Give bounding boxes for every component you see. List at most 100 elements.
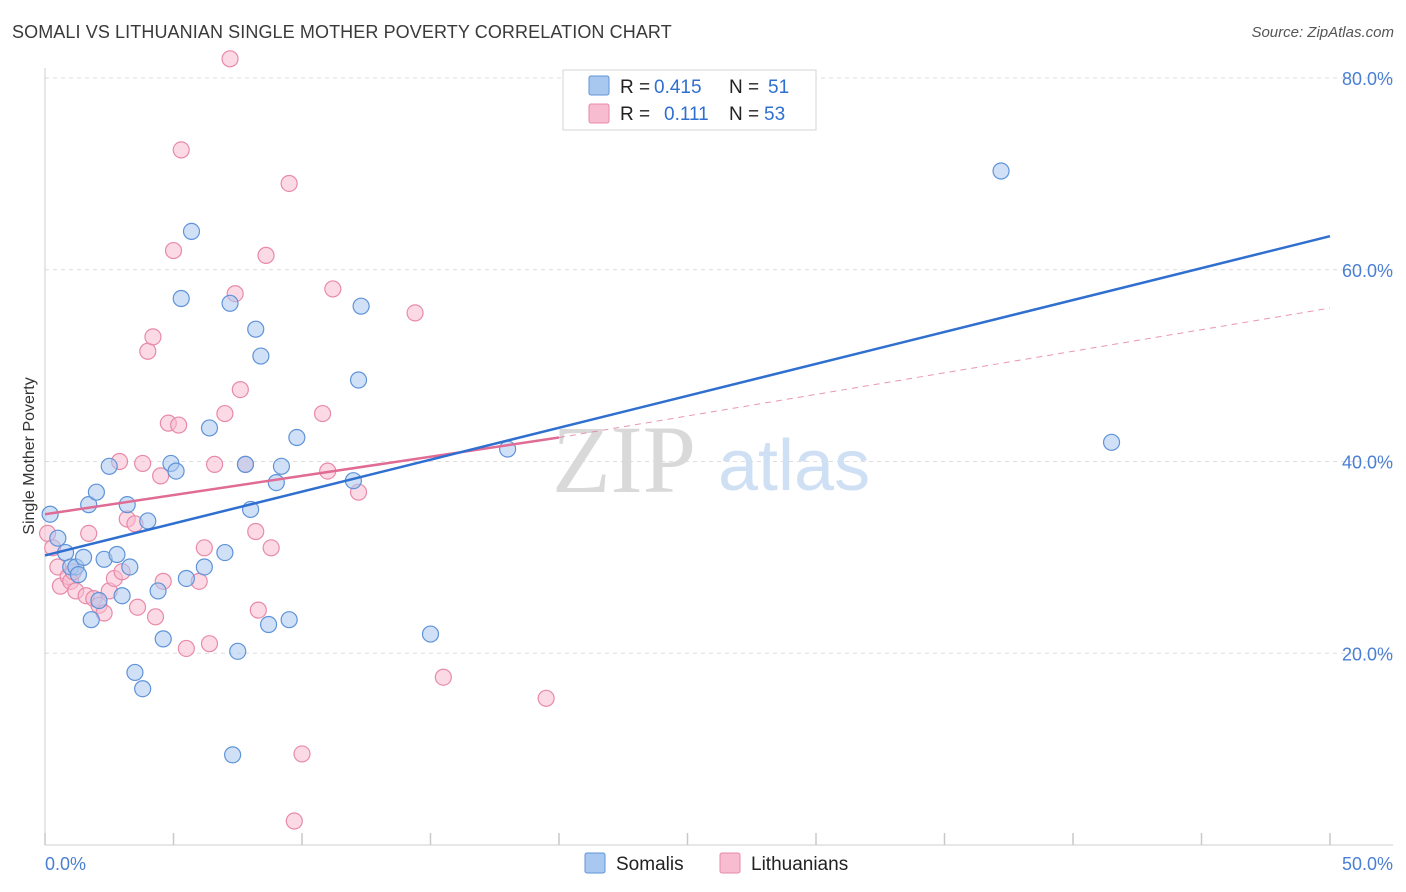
tick-labels: 20.0% 40.0% 60.0% 80.0% 0.0% 50.0% <box>45 69 1393 874</box>
legend-swatch-somalis <box>588 75 610 96</box>
lithuanians-point-28 <box>170 416 188 434</box>
gridlines <box>45 77 1393 654</box>
axes <box>44 68 1393 846</box>
legend-r-label-lithuanians: R = <box>620 104 650 125</box>
bottom-legend-lithuanians: Lithuanians <box>751 854 848 875</box>
somalis-point-29 <box>216 543 234 562</box>
somalis-point-38 <box>267 473 285 492</box>
bottom-legend-swatch-somalis <box>584 852 606 874</box>
lithuanians-point-33 <box>200 635 219 653</box>
legend-r-value-lithuanians: 0.111 <box>664 104 709 125</box>
lithuanians-point-20 <box>134 454 152 473</box>
lithuanians-trend-extension <box>558 307 1331 439</box>
somalis-point-28 <box>200 419 219 437</box>
lithuanians-point-9 <box>80 524 98 543</box>
lithuanians-point-27 <box>164 241 183 260</box>
lithuanians-point-40 <box>247 522 265 541</box>
somalis-point-43 <box>349 371 368 389</box>
lithuanians-point-53 <box>537 689 555 707</box>
lithuanians-trend-line <box>44 436 560 516</box>
lithuanians-point-29 <box>177 639 195 658</box>
somalis-point-24 <box>172 289 190 308</box>
somalis-point-18 <box>134 680 152 698</box>
lithuanians-point-41 <box>249 601 267 619</box>
legend-n-label-somalis: N = <box>729 77 759 98</box>
somalis-point-5 <box>69 566 88 584</box>
lithuanians-point-22 <box>144 328 162 346</box>
somalis-point-41 <box>288 428 306 447</box>
watermark-atlas: atlas <box>718 426 870 506</box>
somalis-point-20 <box>149 582 167 600</box>
y-tick-label-0: 20.0% <box>1342 644 1393 664</box>
legend: R = 0.415 N = 51 R = 0.111 N = 53 <box>562 69 817 131</box>
somalis-point-23 <box>167 462 185 480</box>
somalis-point-9 <box>87 483 106 501</box>
somalis-point-8 <box>82 611 100 629</box>
watermark-zip: ZIP <box>552 406 696 513</box>
bottom-legend-swatch-lithuanians <box>719 852 741 874</box>
watermark: ZIP atlas <box>552 406 870 513</box>
somalis-point-37 <box>259 615 278 634</box>
somalis-point-13 <box>108 545 126 564</box>
y-tick-label-1: 40.0% <box>1342 453 1393 473</box>
somalis-point-44 <box>352 297 370 315</box>
lithuanians-point-49 <box>324 280 342 298</box>
somalis-point-30 <box>221 294 239 312</box>
y-tick-label-2: 60.0% <box>1342 261 1393 281</box>
somalis-point-32 <box>229 642 247 660</box>
somalis-point-31 <box>224 746 242 764</box>
lithuanians-point-44 <box>280 174 298 193</box>
somalis-point-27 <box>195 558 213 576</box>
legend-r-value-somalis: 0.415 <box>654 77 702 98</box>
lithuanians-point-43 <box>262 539 280 557</box>
legend-n-value-somalis: 51 <box>768 77 789 98</box>
legend-r-label-somalis: R = <box>620 77 650 98</box>
somalis-point-1 <box>49 529 67 547</box>
somalis-point-25 <box>177 569 195 588</box>
lithuanians-point-19 <box>128 598 147 616</box>
somalis-point-47 <box>992 162 1010 180</box>
lithuanians-point-52 <box>434 668 452 686</box>
somalis-point-10 <box>90 591 108 610</box>
somalis-point-17 <box>126 663 144 682</box>
x-tick-label-1: 50.0% <box>1342 854 1393 874</box>
y-axis-label: Single Mother Poverty <box>21 377 38 534</box>
lithuanians-point-34 <box>206 455 224 473</box>
somalis-point-36 <box>252 347 270 365</box>
legend-n-value-lithuanians: 53 <box>764 104 785 125</box>
bottom-legend: Somalis Lithuanians <box>584 852 848 875</box>
lithuanians-point-38 <box>231 380 249 399</box>
lithuanians-point-45 <box>285 812 303 830</box>
legend-n-label-lithuanians: N = <box>729 104 759 125</box>
lithuanians-point-21 <box>139 342 157 360</box>
somalis-point-40 <box>280 611 298 629</box>
chart-title: SOMALI VS LITHUANIAN SINGLE MOTHER POVER… <box>12 22 672 42</box>
somalis-point-19 <box>139 512 157 530</box>
lithuanians-point-47 <box>313 404 332 423</box>
y-tick-label-3: 80.0% <box>1342 69 1393 89</box>
somalis-point-16 <box>121 558 139 576</box>
somalis-point-45 <box>421 625 440 643</box>
somalis-point-39 <box>272 457 291 475</box>
somalis-point-33 <box>236 455 255 473</box>
somalis-point-15 <box>118 496 136 514</box>
lithuanians-point-24 <box>152 467 170 485</box>
somalis-point-21 <box>154 630 172 648</box>
somalis-trend-line <box>44 234 1331 557</box>
lithuanians-point-23 <box>146 608 165 626</box>
lithuanians-point-42 <box>257 246 275 264</box>
lithuanians-point-46 <box>293 745 311 763</box>
lithuanians-point-36 <box>221 50 239 68</box>
somalis-point-14 <box>113 587 131 605</box>
somalis-point-6 <box>74 548 93 566</box>
lithuanians-point-30 <box>172 141 190 159</box>
lithuanians-point-51 <box>406 304 424 322</box>
somalis-point-48 <box>1102 433 1121 451</box>
bottom-legend-somalis: Somalis <box>616 854 684 875</box>
lithuanians-point-32 <box>195 539 213 557</box>
somalis-point-35 <box>247 320 265 338</box>
source-credit: Source: ZipAtlas.com <box>1251 24 1394 41</box>
trend-lines <box>44 234 1331 557</box>
lithuanians-point-35 <box>216 404 234 423</box>
